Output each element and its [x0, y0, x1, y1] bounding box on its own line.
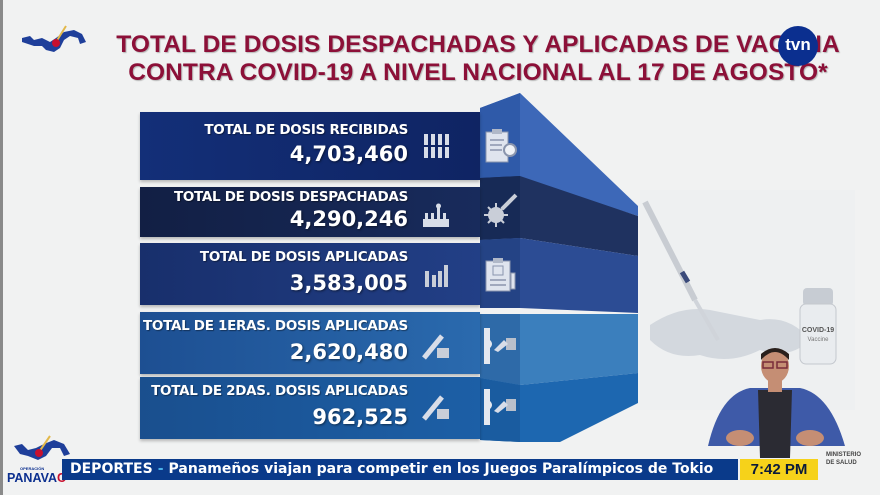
clipboard-vaccine-icon	[485, 258, 516, 292]
ticker-headline: Panameños viajan para competir en los Ju…	[168, 461, 714, 477]
stat-value: 4,703,460	[289, 142, 408, 166]
operation-name: PANAVAC	[7, 471, 66, 485]
vial-label-2: Vaccine	[808, 337, 830, 343]
stat-label: TOTAL DE DOSIS DESPACHADAS	[173, 189, 408, 205]
stat-value: 3,583,005	[289, 271, 408, 295]
vials-icon	[423, 134, 450, 158]
stat-block-applied: TOTAL DE DOSIS APLICADAS 3,583,005	[140, 243, 640, 305]
title-line-2: CONTRA COVID-19 A NIVEL NACIONAL AL 17 D…	[128, 59, 828, 86]
frame-border	[0, 0, 3, 495]
vial-label-1: COVID-19	[802, 327, 834, 334]
ticker-category: DEPORTES	[70, 461, 153, 477]
stat-block-front	[140, 187, 480, 237]
arm-injection-icon	[484, 389, 516, 425]
ticker-separator: -	[157, 461, 164, 477]
stat-value: 2,620,480	[289, 340, 408, 364]
ministry-line-1: MINISTERIO	[826, 452, 862, 458]
syringe-calendar-icon	[422, 395, 449, 421]
virus-syringe-icon	[484, 193, 518, 227]
stat-block-front	[140, 243, 480, 305]
vaccine-illustration: COVID-19 Vaccine	[640, 190, 855, 410]
panavac-map-logo-icon	[14, 435, 70, 460]
stat-label: TOTAL DE 2DAS. DOSIS APLICADAS	[151, 383, 408, 399]
news-ticker: DEPORTES - Panameños viajan para competir …	[62, 459, 738, 480]
sign-language-interpreter	[708, 348, 845, 458]
bar-chart-syringe-icon	[425, 265, 448, 287]
vial-rack-icon	[423, 203, 449, 227]
ministry-logo: MINISTERIO DE SALUD	[826, 452, 861, 467]
broadcast-clock: 7:42 PM	[740, 459, 818, 480]
stat-label: TOTAL DE DOSIS APLICADAS	[199, 249, 408, 265]
stat-block-second-doses: TOTAL DE 2DAS. DOSIS APLICADAS 962,525	[140, 377, 640, 439]
panama-map-logo-icon	[22, 25, 86, 52]
stat-block-dispatched: TOTAL DE DOSIS DESPACHADAS 4,290,246	[140, 187, 640, 237]
stat-block-front	[140, 377, 480, 439]
stat-block-first-doses: TOTAL DE 1ERAS. DOSIS APLICADAS 2,620,48…	[140, 312, 640, 374]
page-title: TOTAL DE DOSIS DESPACHADAS Y APLICADAS D…	[108, 31, 848, 87]
syringe-calendar-icon	[422, 334, 449, 360]
arm-injection-icon	[484, 328, 516, 364]
stat-label: TOTAL DE DOSIS RECIBIDAS	[204, 122, 408, 138]
stat-blocks-3d-sides	[480, 93, 638, 442]
stat-label: TOTAL DE 1ERAS. DOSIS APLICADAS	[143, 318, 408, 334]
clipboard-search-icon	[485, 129, 517, 163]
ministry-line-2: DE SALUD	[826, 459, 857, 466]
stat-block-received: TOTAL DE DOSIS RECIBIDAS 4,703,460	[140, 112, 640, 180]
stat-value: 962,525	[312, 405, 408, 429]
stat-block-front	[140, 312, 480, 374]
tvn-logo: tvn	[778, 26, 818, 66]
title-line-1: TOTAL DE DOSIS DESPACHADAS Y APLICADAS D…	[116, 31, 840, 58]
operation-label: OPERACIÓN	[20, 466, 45, 471]
stat-value: 4,290,246	[289, 207, 408, 231]
